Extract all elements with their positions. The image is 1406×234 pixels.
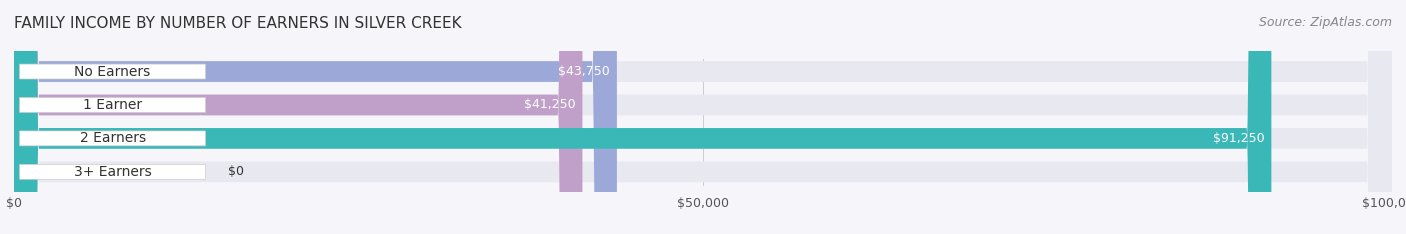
Text: $91,250: $91,250: [1213, 132, 1264, 145]
FancyBboxPatch shape: [20, 164, 205, 179]
Text: Source: ZipAtlas.com: Source: ZipAtlas.com: [1258, 16, 1392, 29]
Text: $43,750: $43,750: [558, 65, 610, 78]
Text: 1 Earner: 1 Earner: [83, 98, 142, 112]
FancyBboxPatch shape: [14, 0, 582, 234]
FancyBboxPatch shape: [20, 64, 205, 79]
Text: 3+ Earners: 3+ Earners: [73, 165, 152, 179]
FancyBboxPatch shape: [20, 98, 205, 112]
Text: FAMILY INCOME BY NUMBER OF EARNERS IN SILVER CREEK: FAMILY INCOME BY NUMBER OF EARNERS IN SI…: [14, 16, 461, 31]
Text: $41,250: $41,250: [524, 99, 575, 111]
Text: No Earners: No Earners: [75, 65, 150, 79]
FancyBboxPatch shape: [14, 0, 1392, 234]
FancyBboxPatch shape: [20, 131, 205, 146]
FancyBboxPatch shape: [14, 0, 1392, 234]
FancyBboxPatch shape: [14, 0, 1271, 234]
FancyBboxPatch shape: [14, 0, 1392, 234]
Text: $0: $0: [228, 165, 243, 178]
Text: 2 Earners: 2 Earners: [80, 132, 146, 145]
FancyBboxPatch shape: [14, 0, 1392, 234]
FancyBboxPatch shape: [14, 0, 617, 234]
